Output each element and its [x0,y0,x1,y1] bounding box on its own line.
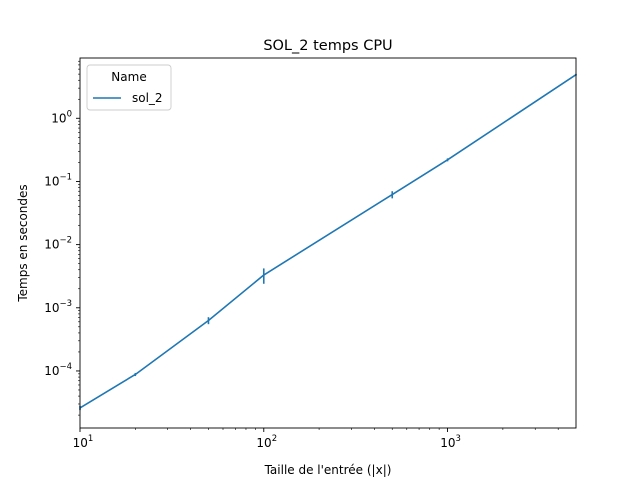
x-axis: 101 102 103 [73,428,559,450]
x-tick-label-exponent: 1 [88,434,93,444]
x-axis-label: Taille de l'entrée (|x|) [264,463,392,477]
plot-area [79,57,577,429]
y-tick-label: 100 [51,109,72,125]
y-tick-label-base: 10 [44,174,59,188]
x-tick-label: 102 [256,434,277,450]
y-tick-label: 10−4 [44,362,72,378]
x-tick-label-exponent: 2 [272,434,277,444]
y-tick-label: 10−1 [44,172,72,188]
y-tick-label-exponent: −4 [59,362,72,372]
y-tick-label-exponent: 0 [67,109,72,119]
legend-title: Name [111,70,146,84]
axes-frame [79,57,577,429]
y-tick-label: 10−3 [44,299,72,315]
y-tick-label-base: 10 [44,364,59,378]
y-tick-label: 10−2 [44,236,72,252]
x-tick-label-exponent: 3 [455,434,460,444]
y-tick-label-exponent: −3 [59,299,72,309]
legend-label-sol-2: sol_2 [132,91,163,105]
x-tick-label: 101 [73,434,94,450]
y-tick-label-exponent: −1 [59,172,72,182]
x-tick-label: 103 [440,434,461,450]
y-tick-label-exponent: −2 [59,236,72,246]
chart-title: SOL_2 temps CPU [263,38,392,54]
y-tick-label-base: 10 [51,111,66,125]
y-tick-label-base: 10 [44,301,59,315]
x-tick-label-base: 10 [440,436,455,450]
y-axis-label: Temps en secondes [16,184,30,302]
legend: Name sol_2 [86,64,172,111]
x-tick-label-base: 10 [73,436,88,450]
x-tick-label-base: 10 [256,436,271,450]
y-tick-label-base: 10 [44,238,59,252]
